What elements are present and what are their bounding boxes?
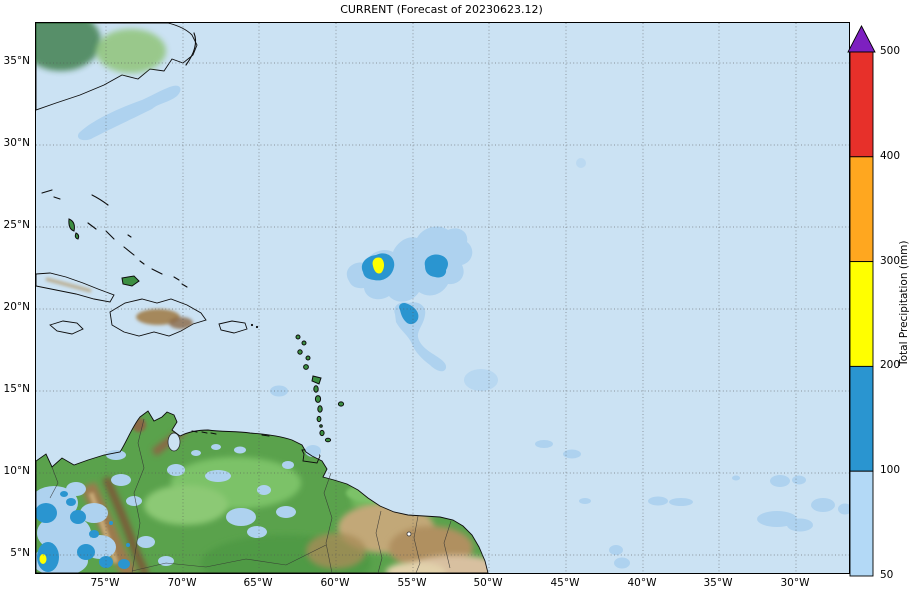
colorbar-segment <box>849 365 874 472</box>
colorbar <box>847 25 876 577</box>
colorbar-segment <box>849 51 874 158</box>
x-tick-label: 45°W <box>550 577 580 589</box>
x-tick-label: 35°W <box>703 577 733 589</box>
landmass-north-america <box>35 22 198 111</box>
x-tick-label: 70°W <box>167 577 197 589</box>
colorbar-segment <box>849 156 874 263</box>
y-tick-label: 20°N <box>3 301 30 313</box>
y-tick-label: 5°N <box>10 547 30 559</box>
x-tick-label: 60°W <box>320 577 350 589</box>
x-tick-label: 75°W <box>90 577 120 589</box>
colorbar-tick-label: 100 <box>880 464 901 476</box>
lake-maracaibo <box>167 432 181 452</box>
precip-heavy-200-300mm <box>39 257 384 564</box>
x-tick-label: 40°W <box>627 577 657 589</box>
y-tick-label: 35°N <box>3 55 30 67</box>
colorbar-tick-label: 200 <box>880 359 901 371</box>
x-tick-label: 30°W <box>780 577 810 589</box>
x-tick-label: 50°W <box>473 577 503 589</box>
y-tick-label: 10°N <box>3 465 30 477</box>
y-tick-label: 25°N <box>3 219 30 231</box>
colorbar-segment <box>849 470 874 577</box>
x-tick-label: 65°W <box>243 577 273 589</box>
x-tick-label: 55°W <box>397 577 427 589</box>
colorbar-tick-label: 50 <box>880 569 894 581</box>
country-borders <box>49 418 452 574</box>
colorbar-tick-label: 300 <box>880 255 901 267</box>
bahamas-islands <box>41 189 188 288</box>
lesser-antilles-islands <box>191 334 345 464</box>
colorbar-axis-label: Total Precipitation (mm) <box>898 240 910 366</box>
map-plot-area <box>30 22 852 576</box>
colorbar-over-arrow <box>847 25 876 53</box>
y-tick-label: 15°N <box>3 383 30 395</box>
precip-light-50-100mm <box>30 85 852 576</box>
map-canvas <box>30 22 852 576</box>
colorbar-tick-label: 400 <box>880 150 901 162</box>
caribbean-islands <box>35 272 259 337</box>
y-tick-label: 30°N <box>3 137 30 149</box>
colorbar-tick-label: 500 <box>880 45 901 57</box>
page-title: CURRENT (Forecast of 20230623.12) <box>340 3 543 16</box>
colorbar-segment <box>849 261 874 367</box>
